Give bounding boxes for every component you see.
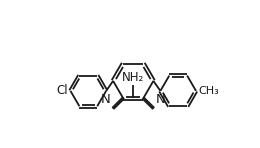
Text: CH₃: CH₃ bbox=[198, 86, 219, 96]
Text: Cl: Cl bbox=[56, 84, 68, 97]
Text: NH₂: NH₂ bbox=[122, 71, 144, 84]
Text: N: N bbox=[155, 94, 165, 107]
Text: N: N bbox=[101, 94, 111, 107]
